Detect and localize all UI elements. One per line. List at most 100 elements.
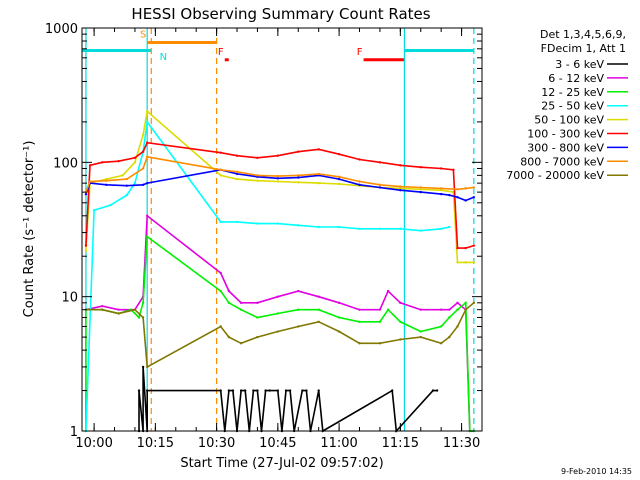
data-point — [472, 301, 476, 305]
data-point — [92, 209, 96, 212]
data-point — [219, 151, 222, 154]
data-point — [317, 181, 320, 185]
x-tick-label: 10:45 — [259, 436, 296, 451]
data-point — [419, 229, 422, 232]
data-point — [88, 164, 92, 167]
flag-label: F — [218, 47, 224, 58]
data-point — [268, 389, 271, 392]
data-point — [378, 227, 382, 231]
data-point — [337, 330, 341, 333]
data-point — [419, 330, 422, 333]
data-point — [84, 192, 88, 196]
data-point — [145, 141, 149, 144]
data-point — [239, 389, 243, 392]
data-point — [439, 342, 443, 345]
data-point — [452, 168, 455, 171]
data-point — [419, 308, 422, 311]
series-layer — [84, 109, 476, 433]
data-point — [358, 342, 361, 345]
data-point — [456, 301, 459, 305]
data-point — [231, 389, 235, 392]
data-point — [141, 183, 145, 187]
data-point — [256, 179, 259, 182]
data-point — [133, 308, 137, 311]
data-point — [431, 389, 435, 392]
data-point — [141, 133, 145, 137]
x-tick-label: 10:00 — [75, 436, 112, 451]
data-point — [276, 389, 280, 392]
y-tick-label: 100 — [53, 156, 78, 171]
data-point — [419, 190, 422, 194]
data-point — [378, 183, 382, 187]
data-point — [284, 389, 288, 392]
data-point — [239, 301, 243, 305]
data-point — [317, 308, 320, 311]
legend-header-line-1: Det 1,3,4,5,6,9, — [540, 28, 626, 41]
series-line — [85, 141, 475, 249]
series-line — [138, 366, 438, 433]
data-point — [137, 389, 141, 392]
data-point — [219, 220, 222, 224]
data-point — [145, 120, 149, 124]
legend-label: 6 - 12 keV — [548, 72, 604, 85]
data-point — [256, 174, 259, 177]
data-point — [276, 312, 280, 315]
data-point — [141, 301, 145, 305]
data-point — [337, 152, 341, 156]
data-point — [297, 181, 300, 184]
date-stamp: 9-Feb-2010 14:35 — [561, 467, 632, 476]
data-point — [227, 301, 231, 305]
data-point — [448, 193, 451, 197]
data-point — [227, 335, 231, 339]
data-point — [219, 174, 222, 177]
data-point — [297, 176, 300, 179]
y-tick-label: 1000 — [45, 22, 78, 37]
flag-label: N — [160, 52, 167, 63]
data-point — [101, 304, 104, 308]
data-point — [358, 227, 361, 231]
data-point — [219, 168, 222, 171]
data-point — [399, 338, 402, 341]
x-tick-label: 11:30 — [443, 436, 480, 451]
data-point — [386, 289, 390, 293]
data-point — [133, 161, 137, 164]
data-point — [276, 180, 280, 183]
x-tick-label: 11:15 — [382, 436, 419, 451]
data-point — [297, 308, 300, 311]
data-point — [137, 316, 141, 319]
plot-frame — [81, 27, 483, 432]
x-axis-label: Start Time (27-Jul-02 09:57:02) — [180, 456, 383, 471]
data-point — [337, 182, 341, 186]
data-point — [276, 174, 280, 178]
data-point — [117, 312, 120, 315]
data-point — [297, 174, 300, 177]
data-point — [378, 186, 382, 189]
data-point — [386, 308, 390, 311]
data-point — [145, 181, 149, 185]
data-point — [378, 342, 382, 345]
data-point — [358, 183, 361, 187]
data-point — [317, 148, 320, 151]
y-axis-label: Count Rate (s⁻¹ detector⁻¹) — [22, 141, 37, 318]
data-point — [448, 308, 451, 311]
legend-label: 7000 - 20000 keV — [506, 169, 604, 182]
chart-title: HESSI Observing Summary Count Rates — [131, 5, 430, 23]
data-point — [301, 389, 304, 392]
data-point — [399, 189, 402, 192]
data-point — [141, 167, 145, 170]
data-point — [288, 389, 292, 392]
data-point — [297, 224, 300, 227]
data-point — [105, 183, 108, 187]
data-point — [337, 177, 341, 181]
legend-label: 800 - 7000 keV — [520, 155, 604, 168]
data-point — [239, 308, 243, 311]
data-point — [276, 330, 280, 333]
data-point — [317, 320, 320, 323]
data-point — [101, 161, 104, 164]
data-point — [464, 308, 467, 311]
data-point — [133, 181, 137, 185]
legend-label: 50 - 100 keV — [534, 114, 604, 127]
data-point — [317, 172, 320, 176]
data-point — [419, 188, 422, 191]
data-point — [88, 180, 92, 183]
